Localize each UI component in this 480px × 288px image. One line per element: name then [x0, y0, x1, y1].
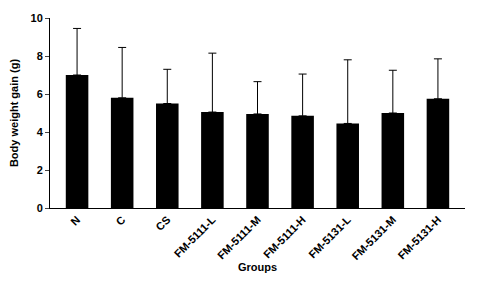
- svg-text:FM-5131-M: FM-5131-M: [349, 214, 398, 263]
- svg-text:FM-5111-H: FM-5111-H: [261, 213, 308, 260]
- svg-text:8: 8: [37, 50, 43, 62]
- svg-text:10: 10: [31, 12, 43, 24]
- svg-text:2: 2: [37, 164, 43, 176]
- svg-text:Groups: Groups: [238, 261, 277, 273]
- svg-text:FM-5111-L: FM-5111-L: [172, 213, 218, 259]
- svg-text:FM-5111-M: FM-5111-M: [215, 214, 263, 262]
- svg-text:6: 6: [37, 88, 43, 100]
- svg-text:0: 0: [37, 202, 43, 214]
- svg-text:C: C: [113, 213, 127, 227]
- svg-text:4: 4: [37, 126, 44, 138]
- svg-text:CS: CS: [153, 214, 172, 233]
- svg-text:N: N: [68, 213, 82, 227]
- svg-text:Body weight gain (g): Body weight gain (g): [8, 59, 20, 167]
- svg-text:FM-5131-H: FM-5131-H: [395, 213, 443, 261]
- svg-text:FM-5131-L: FM-5131-L: [306, 213, 353, 260]
